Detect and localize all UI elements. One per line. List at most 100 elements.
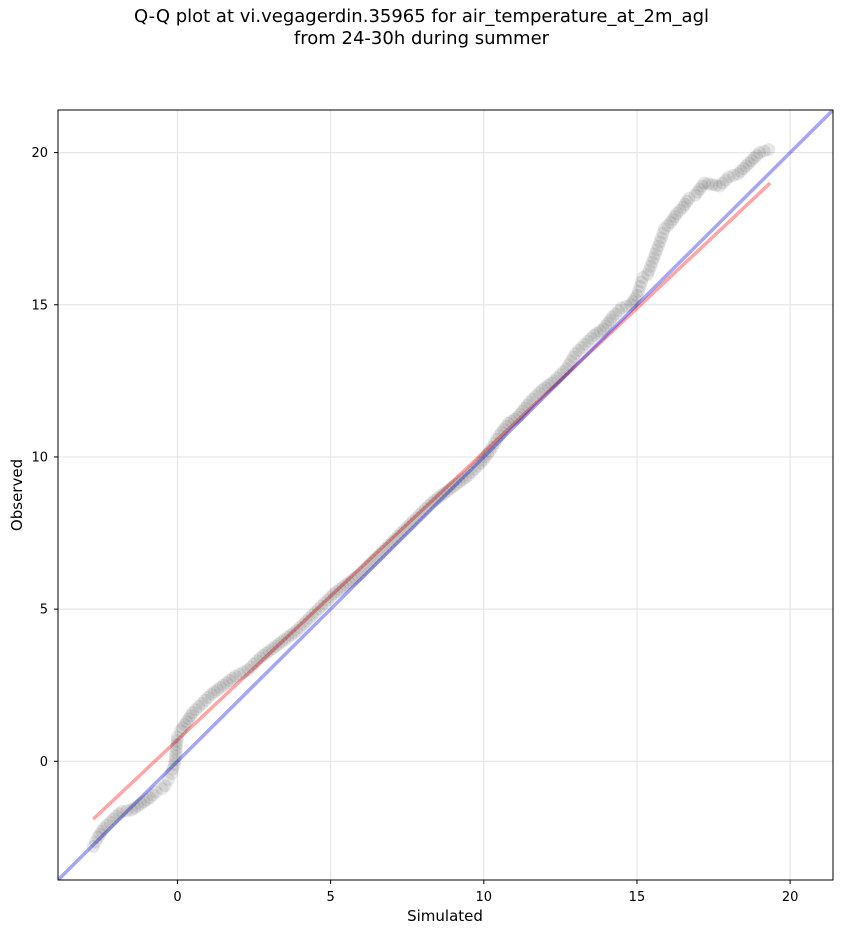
data-point: [750, 148, 764, 162]
data-point: [630, 289, 644, 303]
data-point: [631, 284, 645, 298]
data-point: [507, 412, 521, 426]
data-point: [709, 178, 723, 192]
data-point: [253, 651, 267, 665]
data-point: [394, 526, 408, 540]
data-point: [339, 578, 353, 592]
data-point: [680, 194, 694, 208]
data-point: [452, 475, 466, 489]
data-point: [458, 471, 472, 484]
data-point: [345, 573, 359, 587]
data-point: [327, 587, 341, 601]
data-point: [461, 468, 475, 482]
data-point: [437, 486, 451, 500]
data-point: [494, 426, 508, 440]
data-point: [497, 423, 511, 437]
data-point: [488, 436, 502, 450]
data-point: [103, 815, 117, 829]
data-point: [584, 331, 598, 345]
data-point: [385, 535, 399, 549]
data-point: [605, 310, 619, 324]
data-point: [510, 410, 524, 424]
data-point: [106, 812, 120, 826]
data-point: [501, 416, 515, 430]
data-point: [409, 511, 423, 525]
data-point: [559, 362, 573, 376]
data-point: [216, 678, 230, 692]
data-point: [673, 203, 687, 217]
data-point: [668, 210, 682, 224]
data-point: [550, 371, 564, 385]
data-point: [575, 340, 589, 354]
data-point: [636, 270, 650, 284]
data-point: [158, 779, 172, 793]
data-point: [287, 626, 301, 640]
data-point: [425, 496, 439, 510]
data-point: [654, 231, 668, 245]
data-point: [170, 730, 184, 744]
data-point: [523, 395, 537, 409]
data-point: [562, 358, 576, 372]
data-point: [719, 173, 733, 187]
data-point: [219, 676, 233, 690]
data-point: [348, 571, 362, 585]
data-point: [140, 793, 154, 807]
data-point: [354, 566, 368, 580]
data-point: [596, 322, 610, 336]
data-point: [612, 304, 626, 318]
data-point: [170, 738, 184, 752]
reference-lines: [58, 110, 833, 880]
chart-title-line1: Q-Q plot at vi.vegagerdin.35965 for air_…: [134, 6, 709, 27]
data-point: [272, 637, 286, 651]
data-point: [526, 392, 540, 406]
data-point: [468, 462, 482, 476]
y-tick-label: 10: [31, 450, 48, 465]
data-point: [275, 635, 289, 649]
data-point: [722, 170, 736, 184]
data-point: [95, 824, 109, 838]
data-point: [572, 343, 586, 357]
data-point: [244, 660, 258, 674]
y-tick-label: 15: [31, 298, 48, 313]
data-point: [532, 386, 546, 400]
data-point: [382, 538, 396, 552]
data-point: [237, 665, 251, 679]
data-point: [308, 605, 322, 619]
data-point: [624, 298, 638, 312]
data-point: [388, 532, 402, 546]
data-point: [474, 456, 488, 470]
data-point: [311, 602, 325, 616]
data-point: [360, 560, 374, 574]
data-point: [293, 620, 307, 634]
data-point: [455, 473, 469, 487]
data-point: [174, 724, 188, 738]
data-point: [642, 263, 656, 277]
data-point: [688, 188, 702, 202]
data-point: [609, 307, 623, 321]
y-axis-label: Observed: [8, 459, 26, 531]
data-point: [428, 493, 442, 507]
data-point: [695, 179, 709, 193]
data-point: [628, 292, 642, 306]
data-point: [581, 334, 595, 348]
data-point: [406, 514, 420, 528]
data-point: [465, 465, 479, 479]
data-point: [403, 517, 417, 531]
data-point: [566, 350, 580, 364]
data-point: [146, 788, 160, 802]
data-point: [615, 301, 629, 315]
data-point: [284, 628, 298, 642]
data-point: [645, 255, 659, 269]
data-point: [520, 398, 534, 412]
chart-title-line2: from 24-30h during summer: [293, 28, 550, 49]
data-point: [201, 690, 215, 704]
data-point: [693, 182, 707, 196]
data-point: [167, 757, 181, 771]
data-point: [678, 197, 692, 211]
data-point: [302, 611, 316, 625]
data-point: [641, 267, 655, 281]
data-point: [578, 337, 592, 351]
data-point: [476, 453, 490, 467]
data-point: [93, 827, 107, 841]
data-point: [115, 805, 129, 819]
